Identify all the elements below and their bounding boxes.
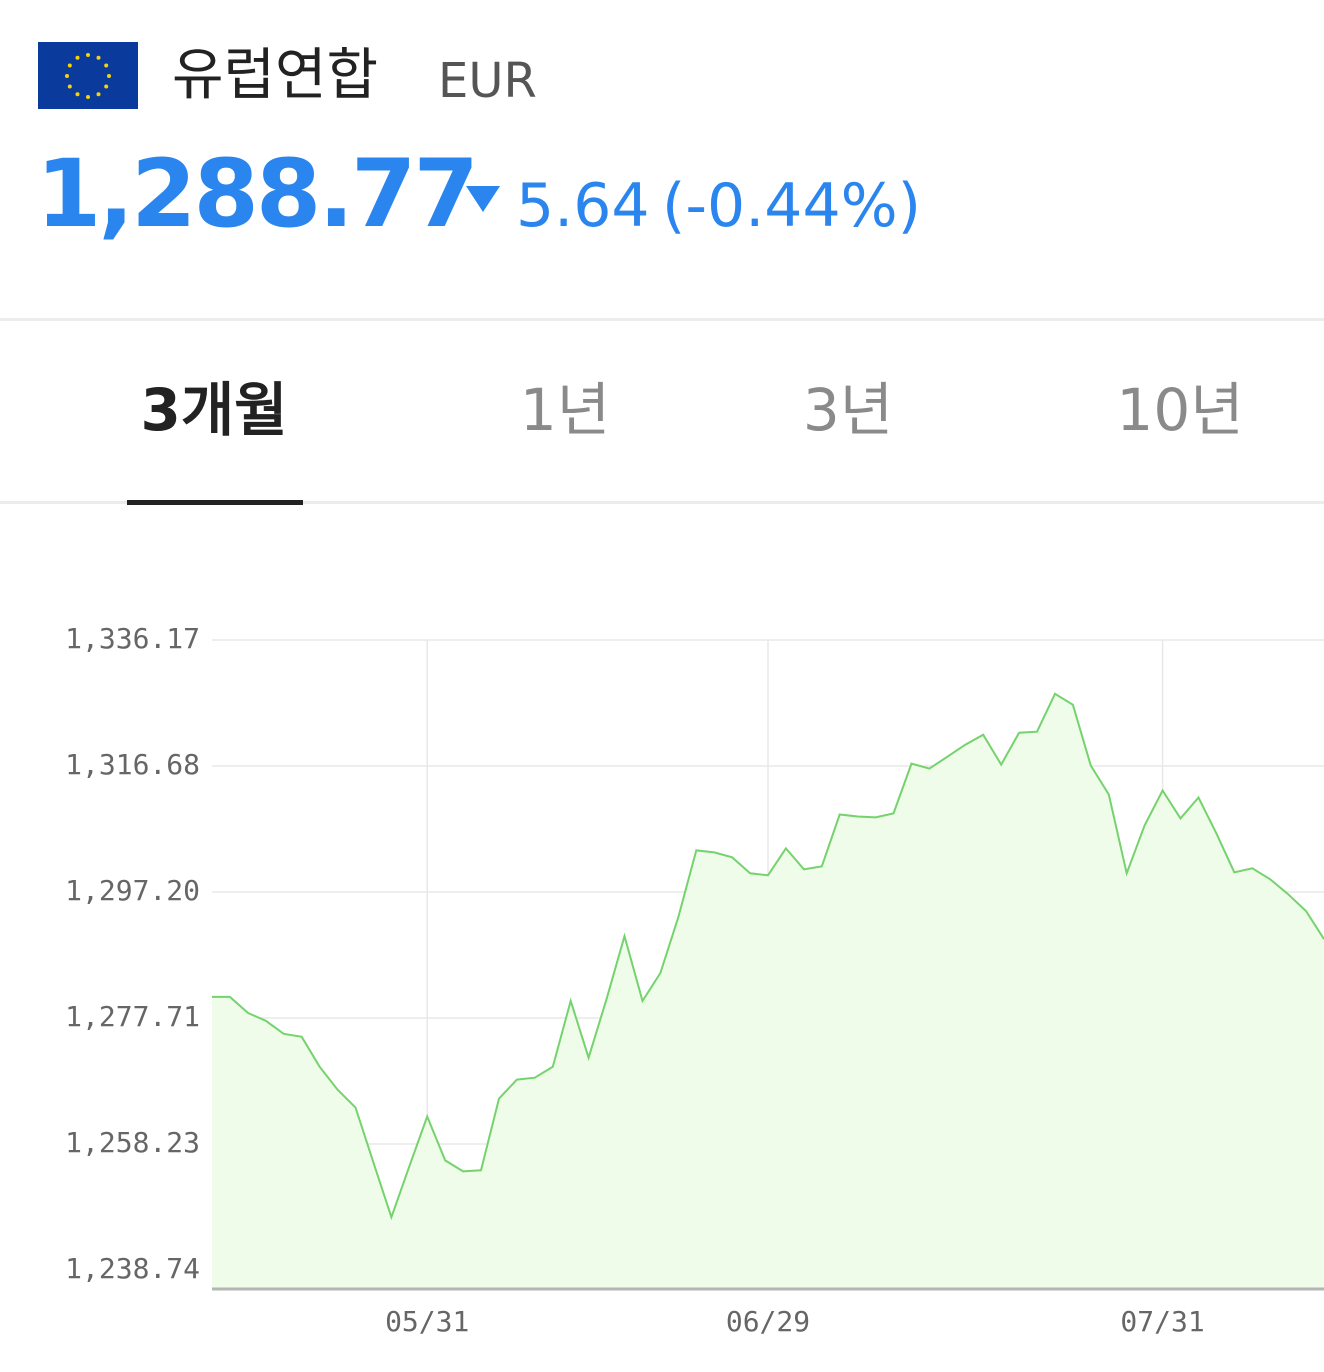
tab[interactable]: 3년: [802, 376, 894, 444]
y-tick-label: 1,277.71: [65, 1000, 200, 1033]
currency-name: 유럽연합: [172, 43, 379, 108]
x-tick-label: 06/29: [726, 1305, 810, 1338]
divider: [0, 501, 1324, 504]
y-tick-label: 1,316.68: [65, 748, 200, 781]
currency-code: EUR: [438, 53, 537, 109]
area: [212, 693, 1324, 1289]
change: 5.64: [516, 171, 650, 241]
divider: [0, 318, 1324, 321]
price: 1,288.77: [36, 140, 479, 249]
y-tick-label: 1,258.23: [65, 1126, 200, 1159]
y-tick-label: 1,238.74: [65, 1252, 200, 1285]
x-tick-label: 07/31: [1120, 1305, 1204, 1338]
tab[interactable]: 1년: [519, 376, 611, 444]
tab[interactable]: 3개월: [140, 376, 288, 444]
x-tick-label: 05/31: [385, 1305, 469, 1338]
change-percent: (-0.44%): [662, 171, 922, 241]
line: [212, 692, 1324, 1221]
down-arrow: [466, 186, 500, 212]
eu-flag: [38, 42, 138, 109]
y-tick-label: 1,297.20: [65, 874, 200, 907]
active-tab-indicator: [127, 500, 303, 505]
tab[interactable]: 10년: [1116, 376, 1244, 444]
y-tick-label: 1,336.17: [65, 622, 200, 655]
